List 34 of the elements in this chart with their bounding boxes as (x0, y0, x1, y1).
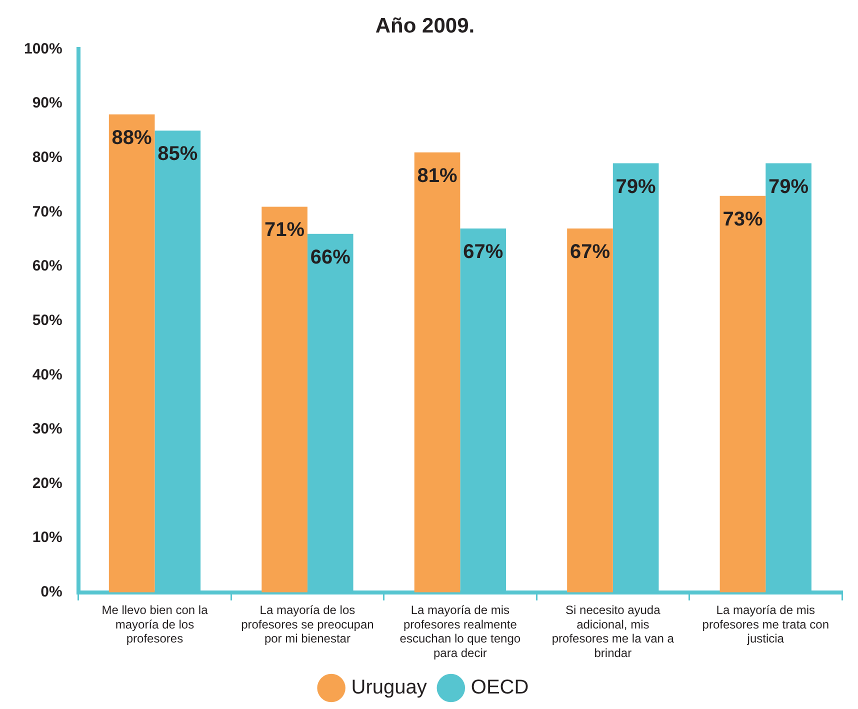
x-tick-label: La mayoría de mis profesores realmente escuchan lo que tengo para decir (400, 602, 521, 660)
y-tick-label: 20% (32, 474, 62, 492)
y-tick-label: 90% (32, 94, 62, 112)
bar (108, 114, 155, 592)
y-tick-label: 100% (24, 40, 62, 58)
bar (262, 206, 308, 592)
data-label: 67% (570, 240, 610, 263)
y-tick-label: 70% (32, 203, 62, 220)
bar (567, 228, 613, 592)
y-tick-label: 30% (32, 420, 62, 438)
x-tick-label: La mayoría de los profesores se preocupan por mi bienestar (241, 602, 374, 646)
data-label: 71% (264, 219, 305, 242)
y-tick-label: 50% (32, 312, 62, 329)
x-tick-label: Me llevo bien con la mayoría de los profesores (102, 602, 208, 646)
data-label: 85% (158, 143, 198, 166)
chart-title: Año 2009. (375, 14, 475, 38)
legend-label: Uruguay (351, 676, 427, 699)
legend-label: OECD (470, 676, 529, 699)
y-tick-label: 80% (32, 148, 62, 166)
data-label: 79% (616, 176, 656, 198)
x-tick-label: Si necesito ayuda adicional, mis profesores me la van a brindar (552, 602, 674, 660)
y-tick-label: 60% (32, 258, 62, 275)
data-label: 73% (722, 208, 763, 230)
bar (720, 196, 766, 592)
data-label: 81% (417, 164, 458, 187)
data-label: 67% (463, 240, 504, 263)
data-label: 88% (112, 126, 152, 149)
y-tick-label: 40% (32, 366, 62, 384)
data-label: 79% (768, 176, 809, 198)
bar (414, 152, 460, 592)
x-tick-label: La mayoría de mis profesores me trata con justicia (702, 602, 830, 646)
data-label: 66% (310, 246, 351, 268)
y-tick-label: 0% (40, 584, 62, 601)
y-tick-label: 10% (32, 529, 62, 546)
